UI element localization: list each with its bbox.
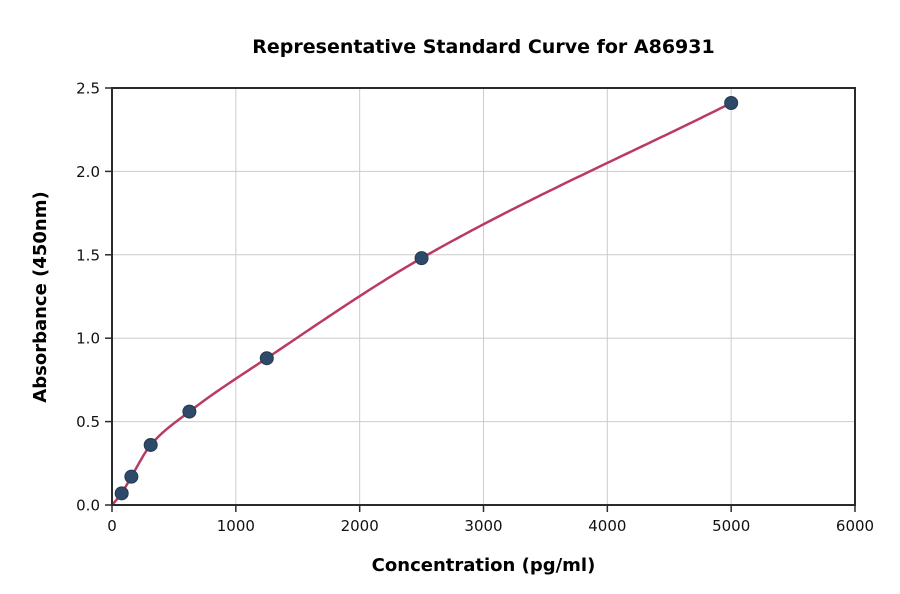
data-point bbox=[114, 486, 129, 501]
x-tick-label: 5000 bbox=[712, 517, 750, 535]
data-point bbox=[182, 404, 197, 419]
x-tick-label: 1000 bbox=[217, 517, 255, 535]
x-tick-label: 3000 bbox=[464, 517, 502, 535]
fit-curve bbox=[110, 101, 733, 507]
x-tick-label: 2000 bbox=[341, 517, 379, 535]
plot-border bbox=[111, 87, 856, 506]
y-tick-label: 0.0 bbox=[76, 497, 100, 515]
chart-title: Representative Standard Curve for A86931 bbox=[252, 36, 715, 58]
x-tick-label: 4000 bbox=[588, 517, 626, 535]
data-point bbox=[259, 351, 274, 366]
data-point bbox=[414, 251, 429, 266]
data-point bbox=[143, 437, 158, 452]
y-tick-label: 0.5 bbox=[76, 413, 100, 431]
y-axis-title: Absorbance (450nm) bbox=[30, 191, 51, 403]
y-tick-label: 2.0 bbox=[76, 163, 100, 181]
x-tick-label: 6000 bbox=[836, 517, 874, 535]
y-tick-label: 1.0 bbox=[76, 330, 100, 348]
x-axis-title: Concentration (pg/ml) bbox=[371, 555, 596, 576]
x-tick-label: 0 bbox=[107, 517, 117, 535]
y-tick-label: 1.5 bbox=[76, 246, 100, 264]
data-point bbox=[124, 469, 139, 484]
data-point bbox=[724, 96, 739, 111]
y-tick-label: 2.5 bbox=[76, 80, 100, 98]
